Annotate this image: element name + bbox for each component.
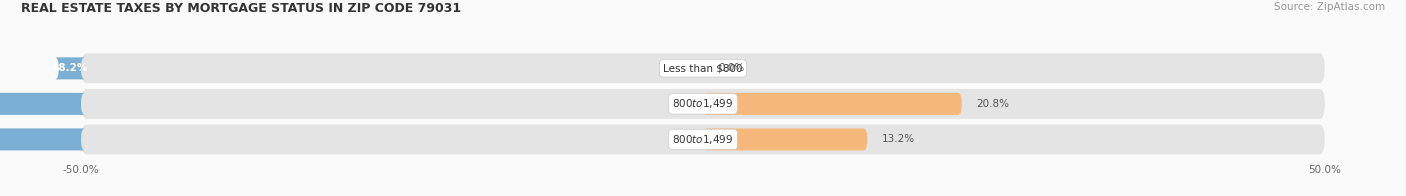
FancyBboxPatch shape [82, 54, 1324, 83]
Legend: Without Mortgage, With Mortgage: Without Mortgage, With Mortgage [582, 195, 824, 196]
Text: Less than $800: Less than $800 [664, 63, 742, 73]
Text: Source: ZipAtlas.com: Source: ZipAtlas.com [1274, 2, 1385, 12]
Text: $800 to $1,499: $800 to $1,499 [672, 97, 734, 110]
FancyBboxPatch shape [82, 124, 1324, 154]
Text: REAL ESTATE TAXES BY MORTGAGE STATUS IN ZIP CODE 79031: REAL ESTATE TAXES BY MORTGAGE STATUS IN … [21, 2, 461, 15]
Text: 20.8%: 20.8% [977, 99, 1010, 109]
Text: 48.2%: 48.2% [52, 63, 89, 73]
FancyBboxPatch shape [0, 93, 84, 115]
FancyBboxPatch shape [703, 128, 868, 150]
FancyBboxPatch shape [703, 93, 962, 115]
Text: 13.2%: 13.2% [882, 134, 915, 144]
Text: 0.0%: 0.0% [718, 63, 744, 73]
Text: $800 to $1,499: $800 to $1,499 [672, 133, 734, 146]
FancyBboxPatch shape [82, 89, 1324, 119]
FancyBboxPatch shape [55, 57, 84, 79]
FancyBboxPatch shape [0, 128, 84, 150]
